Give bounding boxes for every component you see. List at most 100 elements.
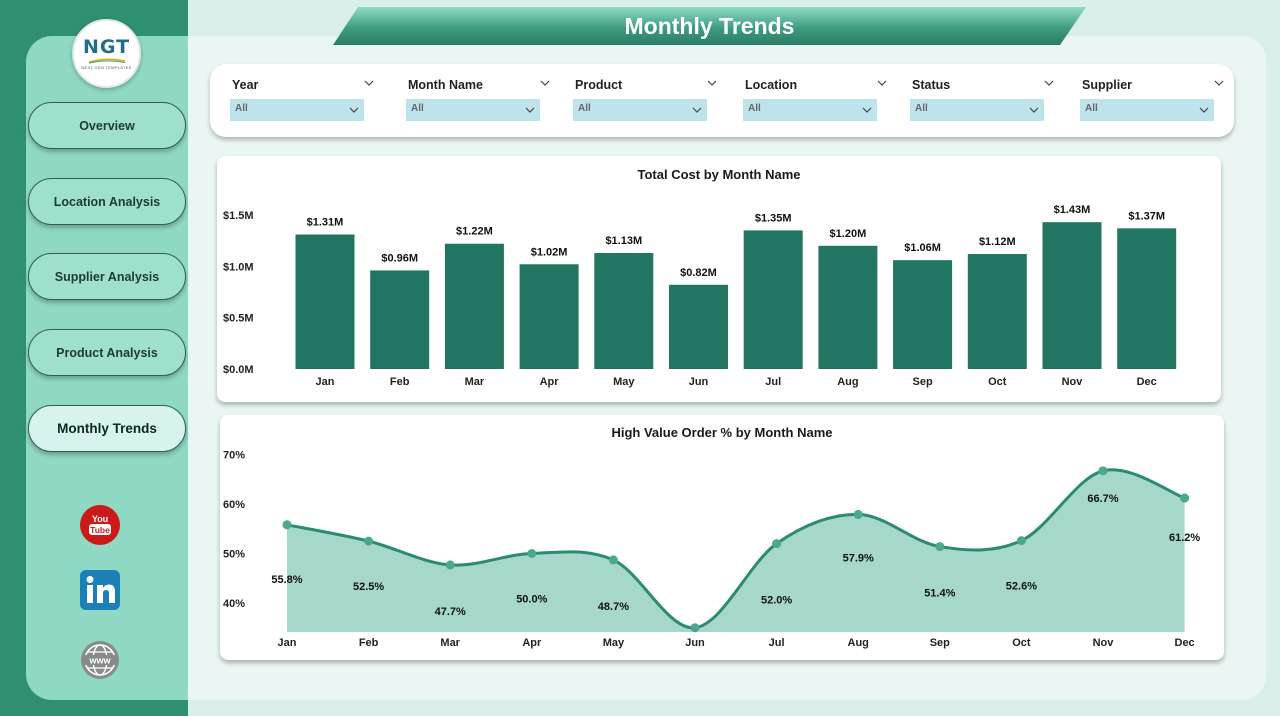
- x-tick-label: May: [603, 637, 625, 649]
- x-tick-label: Oct: [1012, 637, 1031, 649]
- data-point: [772, 539, 782, 549]
- filter-month-name: Month Name All: [406, 74, 550, 130]
- x-tick-label: Apr: [540, 376, 560, 388]
- data-label: 47.7%: [435, 606, 466, 618]
- filter-supplier: Supplier All: [1080, 74, 1224, 130]
- x-tick-label: Mar: [465, 376, 485, 388]
- svg-text:You: You: [92, 514, 108, 524]
- nav-overview-button[interactable]: Overview: [28, 102, 186, 149]
- filter-location-select[interactable]: All: [743, 99, 877, 121]
- data-label: 52.6%: [1006, 581, 1037, 593]
- data-label: 57.9%: [843, 552, 874, 564]
- data-label: $1.22M: [456, 226, 493, 238]
- data-point: [935, 542, 945, 552]
- bar: [893, 260, 953, 369]
- filter-status-select[interactable]: All: [910, 99, 1044, 121]
- svg-text:www: www: [88, 656, 111, 666]
- filter-value: All: [748, 103, 761, 114]
- data-label: $1.13M: [605, 235, 642, 247]
- x-tick-label: Dec: [1175, 637, 1195, 649]
- y-tick-label: 40%: [223, 598, 245, 610]
- high-value-order-area-chart: 40% 50% 60% 70% 55.8% Jan 52.5% Feb 47.7% Mar 50.0…: [223, 450, 1200, 650]
- svg-text:Tube: Tube: [90, 525, 110, 535]
- linkedin-icon[interactable]: [80, 570, 120, 610]
- bar: [1042, 222, 1102, 369]
- bar: [519, 264, 579, 369]
- data-point: [527, 549, 537, 558]
- x-tick-label: Aug: [848, 637, 869, 649]
- x-tick-label: Dec: [1137, 376, 1157, 388]
- data-point: [282, 520, 292, 530]
- nav-supplier-analysis-button[interactable]: Supplier Analysis: [28, 253, 186, 300]
- data-label: $1.20M: [830, 228, 867, 240]
- filter-label: Location: [745, 78, 798, 92]
- filter-label: Year: [232, 78, 259, 92]
- chevron-down-icon: [525, 107, 535, 113]
- data-point: [364, 536, 374, 546]
- bar: [444, 243, 504, 369]
- filter-year-select[interactable]: All: [230, 99, 364, 121]
- filter-value: All: [1085, 103, 1098, 114]
- page-title: Monthly Trends: [624, 12, 795, 39]
- nav-product-analysis-button[interactable]: Product Analysis: [28, 329, 186, 376]
- chevron-down-icon[interactable]: [538, 76, 552, 90]
- filter-label: Status: [912, 78, 951, 92]
- data-label: $1.43M: [1054, 204, 1091, 216]
- data-point: [853, 509, 863, 519]
- bar: [295, 234, 355, 369]
- logo-text: NGT: [82, 35, 131, 58]
- filter-value: All: [235, 103, 248, 114]
- nav-location-analysis-button[interactable]: Location Analysis: [28, 178, 186, 225]
- data-label: 51.4%: [924, 588, 955, 600]
- chevron-down-icon[interactable]: [1212, 76, 1226, 90]
- page-title-banner: Monthly Trends: [333, 7, 1086, 45]
- x-tick-label: May: [613, 376, 635, 388]
- chart-title: Total Cost by Month Name: [637, 167, 801, 182]
- area-fill: [287, 469, 1185, 632]
- high-value-order-chart-card: High Value Order % by Month Name 40% 50% 6…: [220, 415, 1224, 660]
- chevron-down-icon[interactable]: [875, 76, 889, 90]
- chevron-down-icon[interactable]: [362, 76, 376, 90]
- y-tick-label: 50%: [223, 549, 245, 561]
- x-tick-label: Jan: [316, 376, 335, 388]
- data-label: 52.0%: [761, 595, 792, 607]
- x-tick-label: Feb: [390, 376, 410, 388]
- bar: [370, 270, 430, 369]
- globe-icon[interactable]: www: [80, 640, 120, 680]
- filter-value: All: [578, 103, 591, 114]
- filter-product-select[interactable]: All: [573, 99, 707, 121]
- data-label: $1.37M: [1128, 210, 1165, 222]
- chevron-down-icon[interactable]: [705, 76, 719, 90]
- data-label: 48.7%: [598, 601, 629, 613]
- filter-panel: [210, 64, 1234, 137]
- data-label: 52.5%: [353, 581, 384, 593]
- chevron-down-icon: [862, 107, 872, 113]
- y-tick-label: 60%: [223, 499, 245, 511]
- x-tick-label: Jul: [769, 637, 785, 649]
- filter-label: Month Name: [408, 78, 483, 92]
- data-label: $1.12M: [979, 236, 1016, 248]
- filter-year: Year All: [230, 74, 374, 130]
- youtube-icon[interactable]: You Tube: [80, 505, 120, 545]
- x-tick-label: Jul: [765, 376, 781, 388]
- bar: [818, 245, 878, 369]
- y-tick-label: $1.0M: [223, 261, 254, 273]
- filter-month-name-select[interactable]: All: [406, 99, 540, 121]
- x-tick-label: Jun: [689, 376, 709, 388]
- data-label: $1.31M: [307, 217, 344, 229]
- filter-location: Location All: [743, 74, 887, 130]
- y-tick-label: $0.5M: [223, 313, 254, 325]
- filter-label: Supplier: [1082, 78, 1133, 92]
- data-point: [445, 560, 455, 570]
- chevron-down-icon: [1029, 107, 1039, 113]
- data-label: $1.35M: [755, 212, 792, 224]
- nav-monthly-trends-button[interactable]: Monthly Trends: [28, 405, 186, 452]
- filter-supplier-select[interactable]: All: [1080, 99, 1214, 121]
- x-tick-label: Jan: [278, 637, 297, 649]
- x-tick-label: Sep: [913, 376, 933, 388]
- x-tick-label: Apr: [522, 637, 542, 649]
- chevron-down-icon[interactable]: [1042, 76, 1056, 90]
- data-label: $1.02M: [531, 246, 568, 258]
- total-cost-chart-card: Total Cost by Month Name $0.0M $0.5M $1.0M…: [217, 156, 1221, 402]
- data-point: [1098, 466, 1108, 476]
